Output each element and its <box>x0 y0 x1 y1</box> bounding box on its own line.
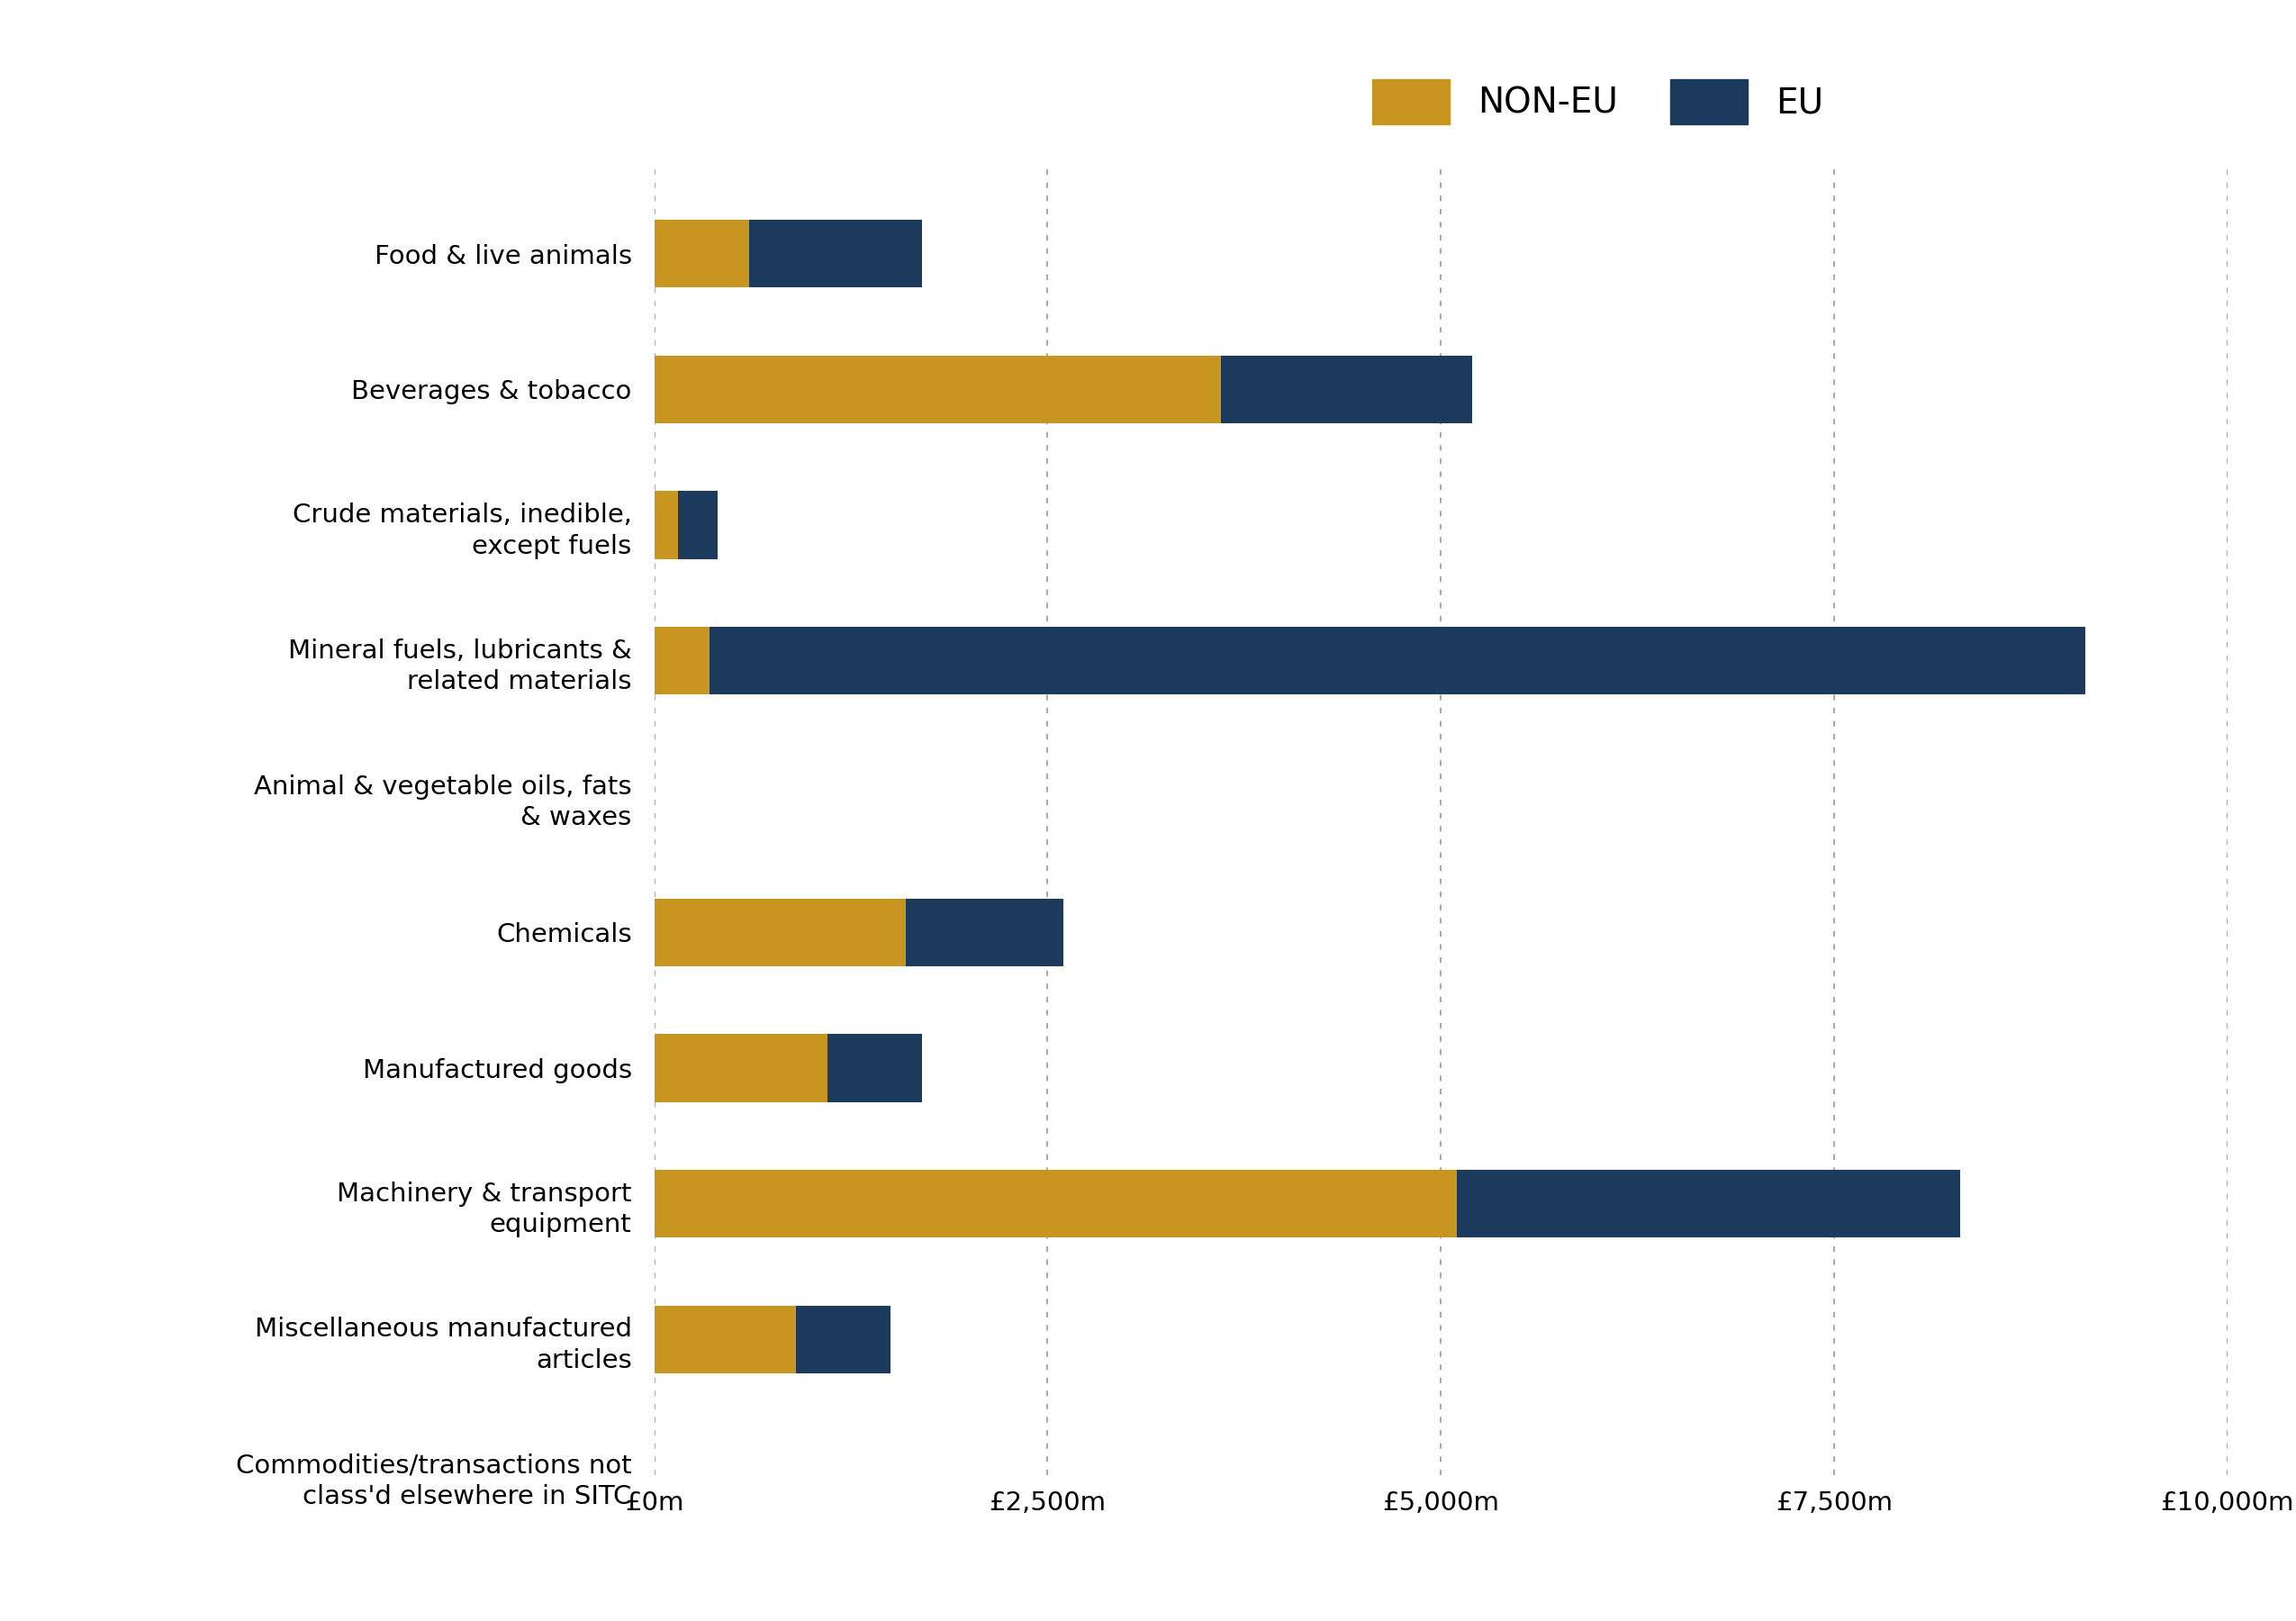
Bar <box>907 898 1063 966</box>
Bar <box>654 1170 1456 1237</box>
Bar <box>748 220 921 287</box>
Bar <box>827 1034 921 1102</box>
Bar <box>654 355 1221 423</box>
Bar <box>654 627 709 695</box>
Legend: NON-EU, EU: NON-EU, EU <box>1355 62 1841 141</box>
Bar <box>677 491 716 559</box>
Bar <box>709 627 2085 695</box>
Bar <box>654 220 748 287</box>
Bar <box>654 898 907 966</box>
Bar <box>654 1034 827 1102</box>
Bar <box>654 1305 797 1373</box>
Bar <box>1221 355 1472 423</box>
Bar <box>797 1305 891 1373</box>
Bar <box>654 491 677 559</box>
Bar <box>1456 1170 1961 1237</box>
